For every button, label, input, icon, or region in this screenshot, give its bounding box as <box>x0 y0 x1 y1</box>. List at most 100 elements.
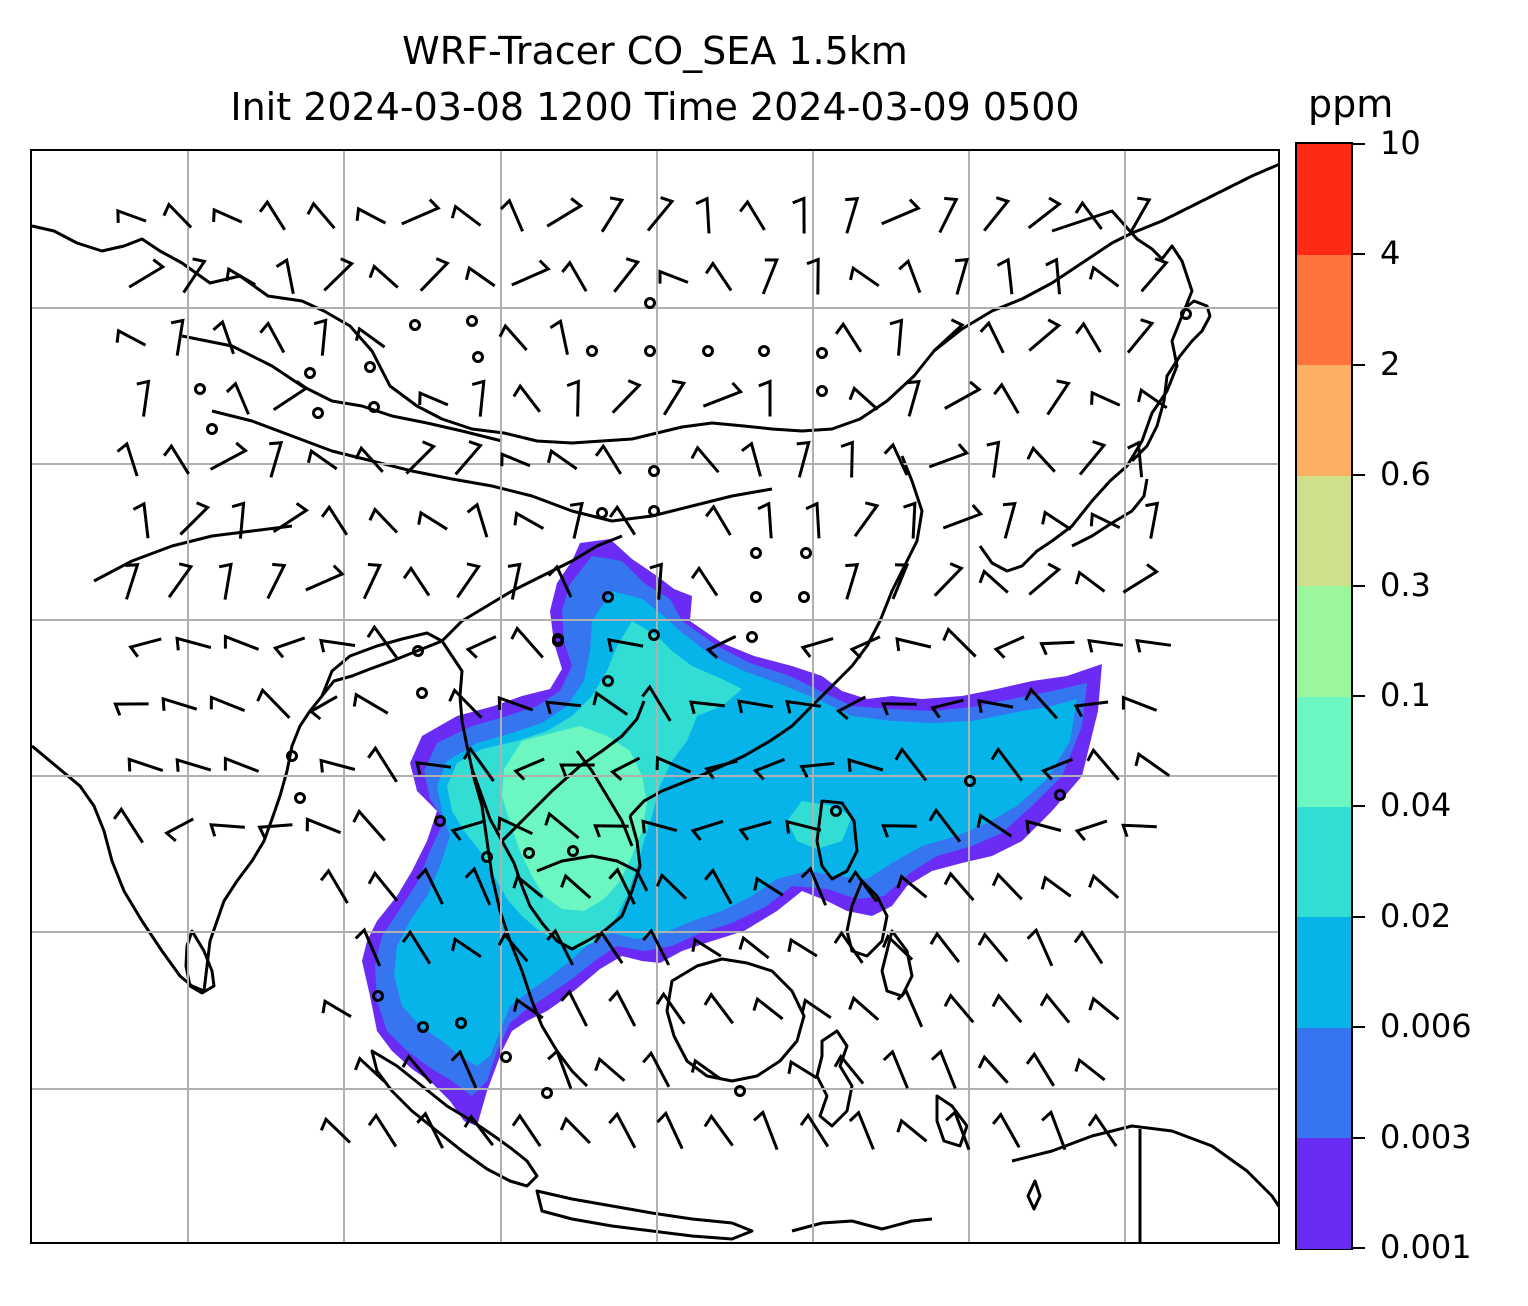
colorbar-tick <box>1353 915 1365 918</box>
wind-barb <box>456 562 482 599</box>
wind-barb <box>642 928 671 966</box>
wind-barb <box>115 328 147 347</box>
wind-barb <box>462 746 495 782</box>
wind-barb <box>882 1049 909 1089</box>
wind-barb <box>1039 640 1075 656</box>
wind-barb <box>896 988 924 1028</box>
wind-barb <box>655 872 688 900</box>
wind-barb <box>896 1118 928 1143</box>
wind-barb <box>560 873 592 900</box>
wind-barb <box>1145 501 1160 539</box>
wind-barb <box>991 993 1023 1024</box>
wind-barb <box>845 563 860 600</box>
wind-barb <box>898 258 922 294</box>
wind-barb <box>401 929 432 965</box>
coastline-sulawesi <box>815 1029 854 1128</box>
wind-barb <box>600 196 625 233</box>
wind-barb <box>513 757 545 781</box>
wind-barb <box>1137 387 1168 410</box>
wind-barb <box>690 565 719 597</box>
wind-barb <box>212 207 243 224</box>
calm-wind-circle <box>304 367 316 379</box>
wind-barb <box>702 381 744 408</box>
wind-barb <box>655 991 686 1025</box>
wind-barb <box>799 761 835 778</box>
wind-barb <box>547 564 573 598</box>
wind-barb <box>943 871 975 902</box>
calm-wind-circle <box>523 847 535 859</box>
wind-barb <box>800 866 827 906</box>
wind-barb <box>641 684 672 722</box>
wind-barb <box>977 1054 1009 1084</box>
wind-barb <box>944 380 982 410</box>
wind-barb <box>352 808 386 842</box>
wind-barb <box>306 448 338 471</box>
wind-barb <box>354 326 386 349</box>
wind-barb <box>258 199 286 231</box>
wind-barb <box>566 379 580 417</box>
wind-barb <box>609 756 641 782</box>
wind-barb <box>942 626 977 658</box>
wind-barb <box>928 443 970 469</box>
wind-barb <box>128 258 166 289</box>
wind-barb <box>896 874 928 899</box>
wind-barb <box>354 927 382 967</box>
wind-barb <box>272 502 310 533</box>
wind-barb <box>796 440 811 478</box>
wind-barb <box>608 989 637 1027</box>
wind-barb <box>368 506 399 534</box>
wind-barb <box>1121 695 1158 712</box>
wind-barb <box>847 757 884 773</box>
wind-barb <box>594 1056 626 1082</box>
wind-barb <box>544 811 580 840</box>
wind-barb <box>1074 819 1108 842</box>
wind-barb <box>209 695 246 712</box>
wind-barb <box>161 696 198 711</box>
colorbar-segment <box>1297 1137 1351 1249</box>
wind-barb <box>136 379 151 417</box>
wind-barb <box>737 699 774 714</box>
wind-barb <box>1086 747 1120 781</box>
wind-barb <box>932 318 965 353</box>
wind-barb <box>834 321 863 353</box>
wind-barb <box>451 936 482 958</box>
wind-barb <box>979 320 1005 354</box>
wind-barb <box>1041 510 1072 531</box>
wind-barb <box>321 998 352 1018</box>
wind-barb <box>848 385 879 411</box>
border-china-central <box>440 534 623 643</box>
wind-barb <box>1087 1113 1118 1147</box>
wind-barb <box>738 935 770 960</box>
wind-barb <box>891 563 910 600</box>
wind-barb <box>416 1111 444 1149</box>
wind-barb <box>367 870 399 902</box>
calm-wind-circle <box>644 297 656 309</box>
wind-barb <box>996 257 1014 295</box>
wind-barb <box>116 441 139 477</box>
wind-barb <box>929 931 961 964</box>
wind-barb <box>853 501 880 538</box>
wind-barb <box>368 263 399 289</box>
calm-wind-circle <box>750 591 762 603</box>
map-panel <box>30 149 1280 1244</box>
wind-barb <box>704 260 733 292</box>
wind-barb <box>209 823 245 837</box>
wind-barb <box>500 451 531 468</box>
coastline-sumatra <box>370 1049 539 1188</box>
border-cambodia <box>536 854 649 892</box>
wind-barb <box>167 562 194 599</box>
wind-barb <box>592 690 629 716</box>
wind-barb <box>991 872 1023 901</box>
wind-barb <box>416 867 444 905</box>
wind-barb <box>928 807 962 843</box>
colorbar-tick-label: 0.6 <box>1380 455 1431 494</box>
wind-barb <box>320 504 349 536</box>
coastline-java <box>535 1189 754 1241</box>
wind-barb <box>354 1056 386 1083</box>
wind-barb <box>415 761 452 775</box>
calm-wind-circle <box>1054 789 1066 801</box>
colorbar-tick <box>1353 1136 1365 1139</box>
wind-barb <box>646 196 675 232</box>
colorbar-tick-label: 0.3 <box>1380 565 1431 604</box>
colorbar-segment <box>1297 1027 1351 1139</box>
